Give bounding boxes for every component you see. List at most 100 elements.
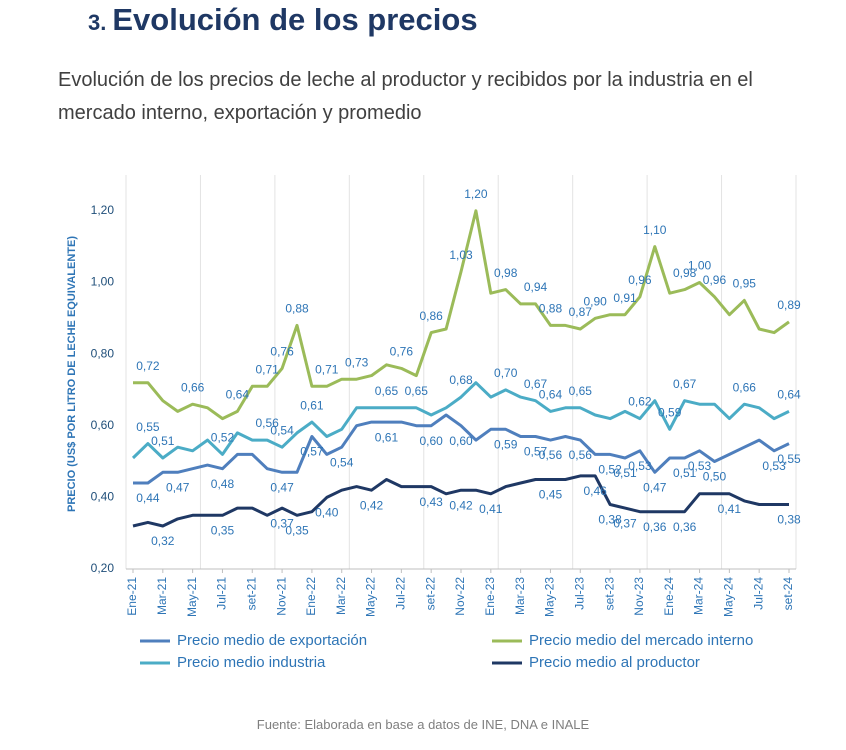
data-label: 0,42	[360, 498, 384, 512]
data-label: 0,65	[569, 384, 593, 398]
x-tick-label: Ene-21	[125, 577, 139, 616]
series-line	[132, 474, 789, 528]
data-label: 0,54	[270, 423, 294, 437]
data-label: 0,60	[420, 434, 444, 448]
x-tick-label: set-21	[244, 577, 258, 611]
data-label: 0,72	[136, 359, 160, 373]
y-tick-label: 0,40	[91, 490, 115, 504]
data-label: 0,37	[270, 516, 294, 530]
y-axis-label: PRECIO (US$ POR LITRO DE LECHE EQUIVALEN…	[66, 236, 78, 512]
data-label: 0,64	[226, 388, 250, 402]
data-label: 0,35	[285, 523, 309, 537]
x-tick-label: Ene-23	[483, 577, 497, 616]
x-tick-label: Mar-21	[155, 577, 169, 615]
data-label: 0,62	[628, 395, 652, 409]
x-tick-label: Ene-24	[662, 577, 676, 616]
series-line	[131, 381, 790, 460]
data-label: 0,36	[643, 520, 667, 534]
y-tick-label: 0,80	[91, 346, 115, 360]
data-label: 0,65	[375, 384, 399, 398]
x-tick-label: May-24	[722, 577, 736, 617]
data-label: 0,42	[449, 498, 473, 512]
data-label: 0,50	[703, 470, 727, 484]
data-label: 0,55	[777, 452, 801, 466]
y-tick-label: 1,00	[91, 275, 115, 289]
data-label: 0,90	[584, 294, 608, 308]
data-label: 0,47	[270, 480, 294, 494]
data-label: 0,56	[256, 416, 280, 430]
data-label: 0,88	[539, 302, 563, 316]
data-label: 0,48	[211, 477, 235, 491]
data-label: 0,43	[420, 495, 444, 509]
data-label: 0,64	[777, 388, 801, 402]
data-label: 0,86	[420, 309, 444, 323]
data-label: 0,37	[613, 516, 637, 530]
data-label: 0,65	[405, 384, 429, 398]
data-label: 0,38	[777, 513, 801, 527]
data-label: 0,45	[539, 488, 563, 502]
chart-subtitle: Evolución de los precios de leche al pro…	[58, 69, 753, 124]
data-label: 0,76	[270, 345, 294, 359]
title-block: 3. Evolución de los precios	[88, 2, 478, 38]
data-label: 0,51	[151, 434, 175, 448]
data-label: 0,54	[330, 455, 354, 469]
data-label: 0,66	[733, 380, 757, 394]
data-label: 0,61	[300, 398, 324, 412]
data-label: 0,57	[524, 445, 548, 459]
data-label: 0,41	[718, 502, 742, 516]
x-tick-label: Jul-22	[394, 577, 408, 610]
data-label: 0,98	[494, 266, 518, 280]
data-label: 0,95	[733, 277, 757, 291]
data-label: 0,32	[151, 534, 175, 548]
data-label: 0,96	[703, 273, 727, 287]
data-label: 0,59	[658, 405, 682, 419]
data-label: 0,64	[539, 388, 563, 402]
data-label: 0,44	[136, 491, 160, 505]
data-label: 0,94	[524, 280, 548, 294]
data-label: 0,53	[628, 459, 652, 473]
data-label: 0,66	[181, 380, 205, 394]
x-tick-label: set-22	[423, 577, 437, 611]
x-tick-label: May-22	[364, 577, 378, 617]
section-number: 3.	[88, 10, 107, 35]
data-label: 0,60	[449, 434, 473, 448]
x-tick-label: Nov-22	[453, 577, 467, 616]
series-line	[133, 209, 790, 421]
x-tick-label: set-23	[602, 577, 616, 611]
data-label: 0,70	[494, 366, 518, 380]
data-label: 0,51	[673, 466, 697, 480]
x-tick-label: Mar-24	[692, 577, 706, 615]
data-label: 0,96	[628, 273, 652, 287]
x-tick-label: Mar-23	[513, 577, 527, 615]
x-tick-label: May-23	[543, 577, 557, 617]
y-tick-label: 0,60	[91, 418, 115, 432]
x-tick-label: Jul-23	[572, 577, 586, 610]
chart-title: Evolución de los precios	[112, 2, 478, 37]
data-label: 0,53	[688, 459, 712, 473]
data-label: 0,38	[598, 513, 622, 527]
legend-label: Precio medio del mercado interno	[529, 632, 753, 649]
x-tick-label: Mar-22	[334, 577, 348, 615]
y-tick-label: 1,20	[91, 203, 115, 217]
data-label: 0,40	[315, 506, 339, 520]
data-label: 0,36	[673, 520, 697, 534]
series-line	[133, 413, 790, 485]
data-label: 0,67	[524, 377, 548, 391]
x-tick-label: Jul-24	[751, 577, 765, 610]
data-label: 0,61	[375, 430, 399, 444]
data-label: 0,71	[315, 362, 339, 376]
data-label: 0,67	[673, 377, 697, 391]
data-label: 0,46	[584, 484, 608, 498]
data-label: 1,10	[643, 223, 667, 237]
x-tick-label: May-21	[185, 577, 199, 617]
x-tick-label: Jul-21	[215, 577, 229, 610]
data-label: 0,89	[777, 298, 801, 312]
data-label: 0,51	[613, 466, 637, 480]
data-label: 0,55	[136, 420, 160, 434]
legend-label: Precio medio al productor	[529, 654, 700, 671]
source-note: Fuente: Elaborada en base a datos de INE…	[256, 717, 590, 732]
data-label: 0,35	[211, 523, 235, 537]
x-tick-label: Nov-21	[274, 577, 288, 616]
